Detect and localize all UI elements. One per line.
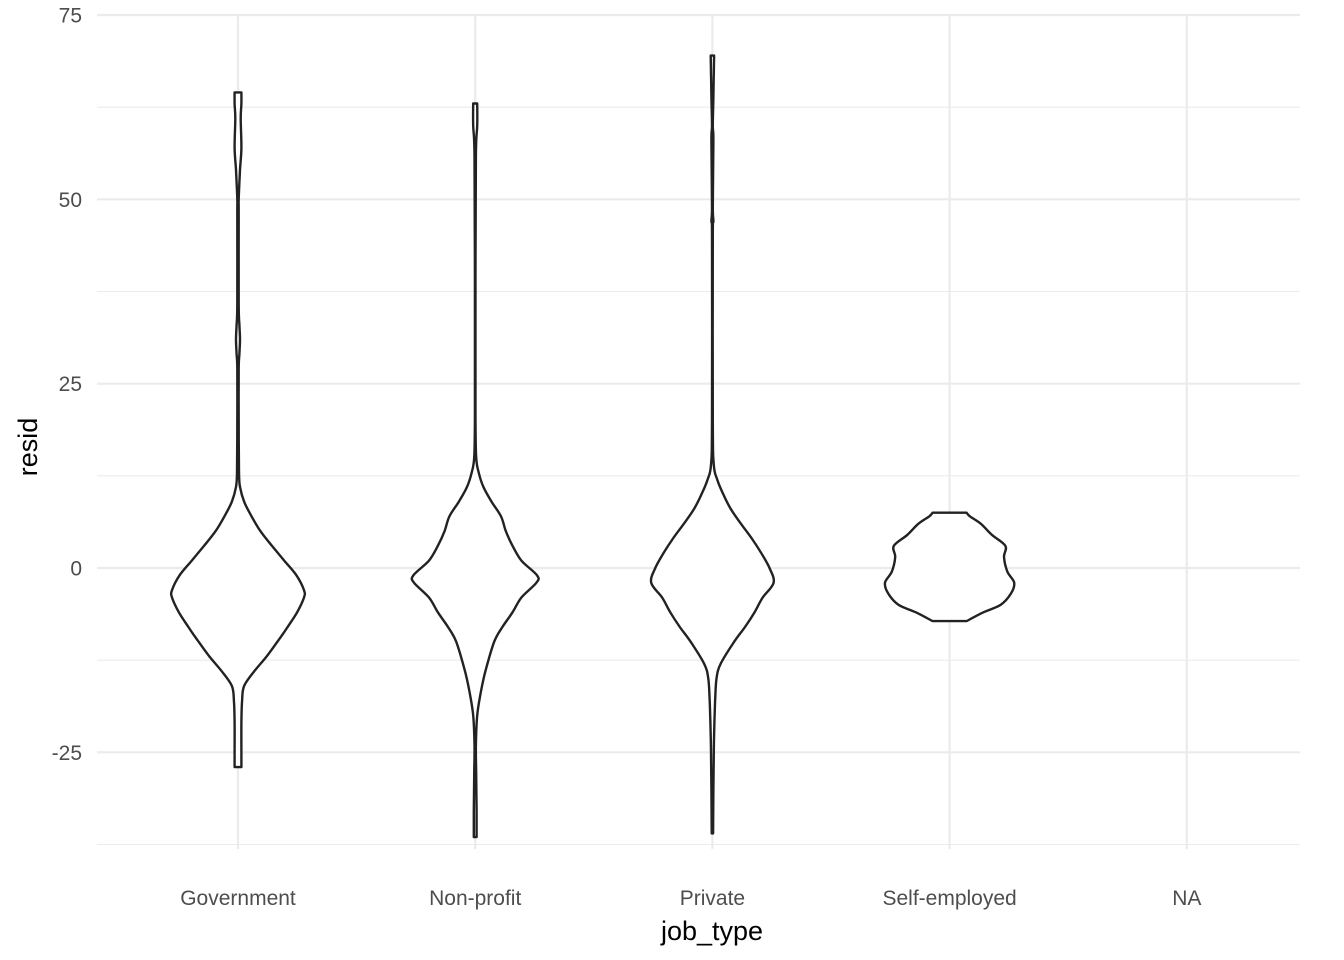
y-axis-tick-labels: -25 0 25 50 75: [52, 5, 82, 765]
y-tick-label: 0: [70, 558, 82, 581]
x-axis-title: job_type: [660, 916, 763, 946]
x-tick-label: Non-profit: [429, 887, 521, 910]
minor-gridlines-y: [97, 106, 1300, 846]
violin-non-profit: [410, 102, 540, 839]
x-tick-label: NA: [1172, 887, 1201, 910]
y-tick-label: -25: [52, 742, 82, 765]
violin-private: [649, 54, 776, 835]
x-tick-label: Government: [180, 887, 296, 910]
y-tick-label: 75: [59, 5, 82, 28]
y-tick-label: 25: [59, 373, 82, 396]
x-axis-tick-labels: Government Non-profit Private Self-employed…: [180, 887, 1201, 910]
y-axis-title: resid: [13, 418, 43, 477]
violin-government: [169, 91, 307, 769]
x-tick-label: Self-employed: [882, 887, 1016, 910]
x-tick-label: Private: [680, 887, 745, 910]
y-tick-label: 50: [59, 189, 82, 212]
violin-self-employed: [883, 511, 1016, 623]
violin-series: [169, 54, 1016, 839]
